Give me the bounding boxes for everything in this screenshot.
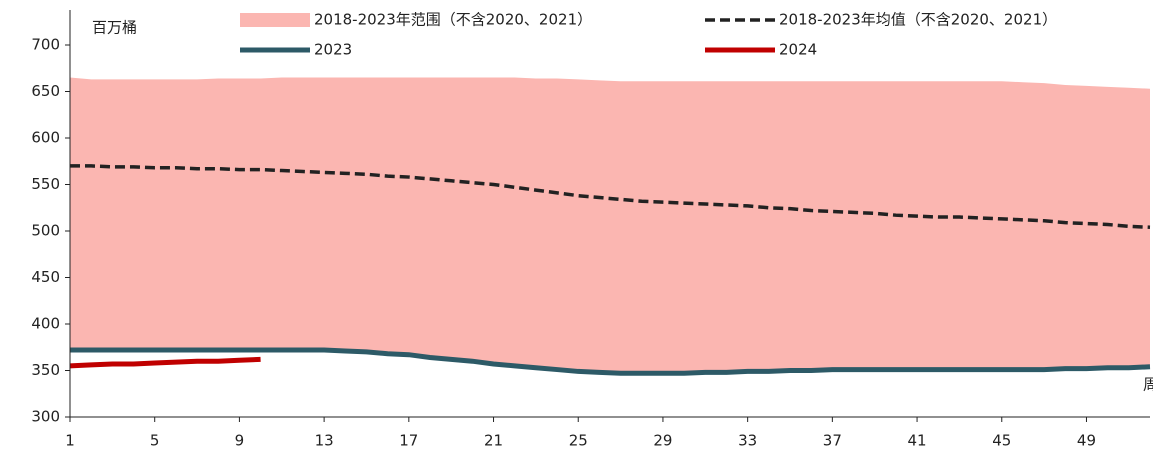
y-tick-label: 650 [31,82,60,100]
y-tick-label: 550 [31,175,60,193]
x-tick-label: 21 [484,432,503,450]
y-tick-label: 350 [31,361,60,379]
x-tick-label: 5 [150,432,160,450]
range-area [70,77,1150,374]
x-tick-label: 41 [908,432,927,450]
y-tick-label: 700 [31,36,60,54]
x-tick-label: 45 [992,432,1011,450]
y-unit: 百万桶 [92,19,137,37]
y-tick-label: 600 [31,129,60,147]
legend-swatch [240,13,310,27]
x-tick-label: 33 [738,432,757,450]
x-unit: 周 [1143,376,1153,394]
series-line [69,356,261,369]
legend-label: 2018-2023年均值（不含2020、2021） [779,11,1057,29]
x-tick-label: 49 [1077,432,1096,450]
y-tick-label: 300 [31,408,60,426]
x-tick-label: 9 [235,432,245,450]
x-tick-label: 37 [823,432,842,450]
series-line [70,164,1151,230]
x-tick-label: 17 [399,432,418,450]
series-line [70,347,1151,376]
x-tick-label: 1 [65,432,75,450]
legend-label: 2023 [314,41,352,59]
x-tick-label: 29 [653,432,672,450]
y-tick-label: 450 [31,268,60,286]
x-tick-label: 25 [569,432,588,450]
legend-label: 2024 [779,41,817,59]
y-tick-label: 400 [31,315,60,333]
y-tick-label: 500 [31,222,60,240]
legend-label: 2018-2023年范围（不含2020、2021） [314,11,592,29]
axes: 300 350 400 450 500 550 600 650 700 1 5 9 13 17 21 25 29… [31,10,1150,450]
plot [69,77,1151,376]
x-tick-label: 13 [315,432,334,450]
